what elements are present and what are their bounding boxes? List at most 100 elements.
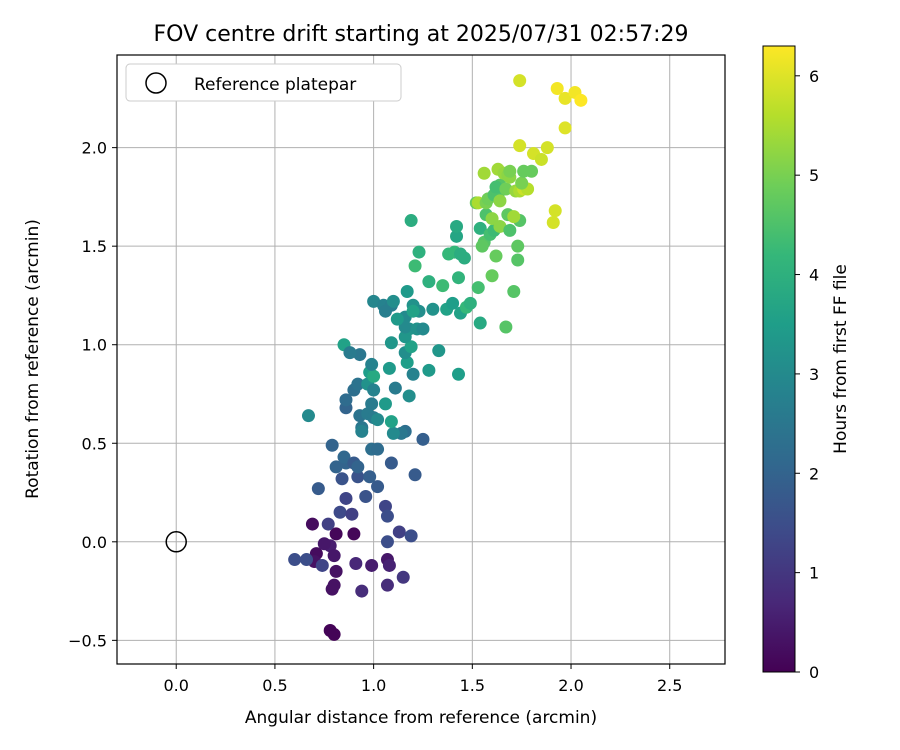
data-point xyxy=(288,553,302,567)
data-point xyxy=(471,281,485,295)
colorbar-ticks: 0 1 2 3 4 5 6 xyxy=(795,67,819,682)
data-point xyxy=(503,223,517,237)
data-point xyxy=(367,383,381,397)
data-point xyxy=(400,355,414,369)
colorbar-tick-label: 1 xyxy=(809,564,819,583)
y-tick-label: 0.5 xyxy=(82,434,107,453)
data-point xyxy=(473,316,487,330)
data-point xyxy=(382,558,396,572)
data-point xyxy=(485,212,499,226)
data-point xyxy=(489,249,503,263)
data-point xyxy=(422,275,436,289)
data-point xyxy=(380,509,394,523)
data-point xyxy=(493,219,507,233)
data-point xyxy=(345,507,359,521)
x-axis-label: Angular distance from reference (arcmin) xyxy=(245,708,597,728)
data-point xyxy=(378,304,392,318)
data-point xyxy=(511,253,525,267)
x-tick-label: 1.0 xyxy=(361,676,386,695)
plot-frame xyxy=(116,54,726,665)
data-point xyxy=(347,527,361,541)
data-point xyxy=(499,182,513,196)
y-axis-label: Rotation from reference (arcmin) xyxy=(23,219,43,499)
data-point xyxy=(412,245,426,259)
data-point xyxy=(432,344,446,358)
data-point xyxy=(380,535,394,549)
data-point xyxy=(507,210,521,224)
reference-marker xyxy=(165,531,187,553)
data-point xyxy=(548,204,562,218)
data-point xyxy=(315,558,329,572)
data-point xyxy=(351,377,365,391)
data-point xyxy=(355,424,369,438)
data-point xyxy=(402,389,416,403)
legend: Reference platepar xyxy=(125,63,402,102)
colorbar-tick-label: 0 xyxy=(809,663,819,682)
data-point xyxy=(396,570,410,584)
data-point xyxy=(503,164,517,178)
data-point xyxy=(507,285,521,299)
data-point xyxy=(329,527,343,541)
data-point xyxy=(404,340,418,354)
data-point xyxy=(406,304,420,318)
data-point xyxy=(392,525,406,539)
data-point xyxy=(475,239,489,253)
chart-title: FOV centre drift starting at 2025/07/31 … xyxy=(154,22,689,47)
data-point xyxy=(422,363,436,377)
data-point xyxy=(351,470,365,484)
data-point xyxy=(511,239,525,253)
data-point xyxy=(329,460,343,474)
data-point xyxy=(525,164,539,178)
data-point xyxy=(426,302,440,316)
data-point xyxy=(384,456,398,470)
data-point xyxy=(446,296,460,310)
data-point xyxy=(513,74,527,88)
x-tick-label: 0.5 xyxy=(262,676,287,695)
data-point xyxy=(450,229,464,243)
data-point xyxy=(408,259,422,273)
data-point xyxy=(371,442,385,456)
data-point xyxy=(416,432,430,446)
data-point xyxy=(408,468,422,482)
data-point xyxy=(550,82,564,96)
data-point xyxy=(386,426,400,440)
x-tick-label: 1.5 xyxy=(460,676,485,695)
data-point xyxy=(477,166,491,180)
data-point xyxy=(325,438,339,452)
data-point xyxy=(359,489,373,503)
data-point xyxy=(317,537,331,551)
data-point xyxy=(452,271,466,285)
grid-lines xyxy=(117,55,725,664)
data-point xyxy=(493,194,507,208)
data-point xyxy=(363,470,377,484)
legend-marker xyxy=(145,72,167,94)
colorbar-tick-label: 4 xyxy=(809,266,819,285)
data-point xyxy=(349,556,363,570)
data-point xyxy=(546,216,560,230)
data-point xyxy=(457,251,471,265)
data-point xyxy=(367,369,381,383)
data-point xyxy=(329,564,343,578)
data-point xyxy=(540,141,554,155)
data-point xyxy=(365,357,379,371)
data-point xyxy=(463,296,477,310)
data-point xyxy=(390,312,404,326)
data-points xyxy=(288,74,588,641)
colorbar-tick-label: 5 xyxy=(809,166,819,185)
data-point xyxy=(305,517,319,531)
data-point xyxy=(339,491,353,505)
data-point xyxy=(436,279,450,293)
colorbar-fill xyxy=(762,45,796,673)
data-point xyxy=(353,348,367,362)
data-point xyxy=(327,549,341,563)
data-point xyxy=(450,219,464,233)
colorbar: 0 1 2 3 4 5 6 Hours from first FF file xyxy=(762,45,851,682)
y-tick-label: 0.0 xyxy=(82,533,107,552)
data-point xyxy=(534,152,548,166)
data-point xyxy=(499,320,513,334)
data-point xyxy=(558,121,572,135)
data-point xyxy=(371,413,385,427)
data-point xyxy=(404,214,418,228)
data-point xyxy=(365,558,379,572)
